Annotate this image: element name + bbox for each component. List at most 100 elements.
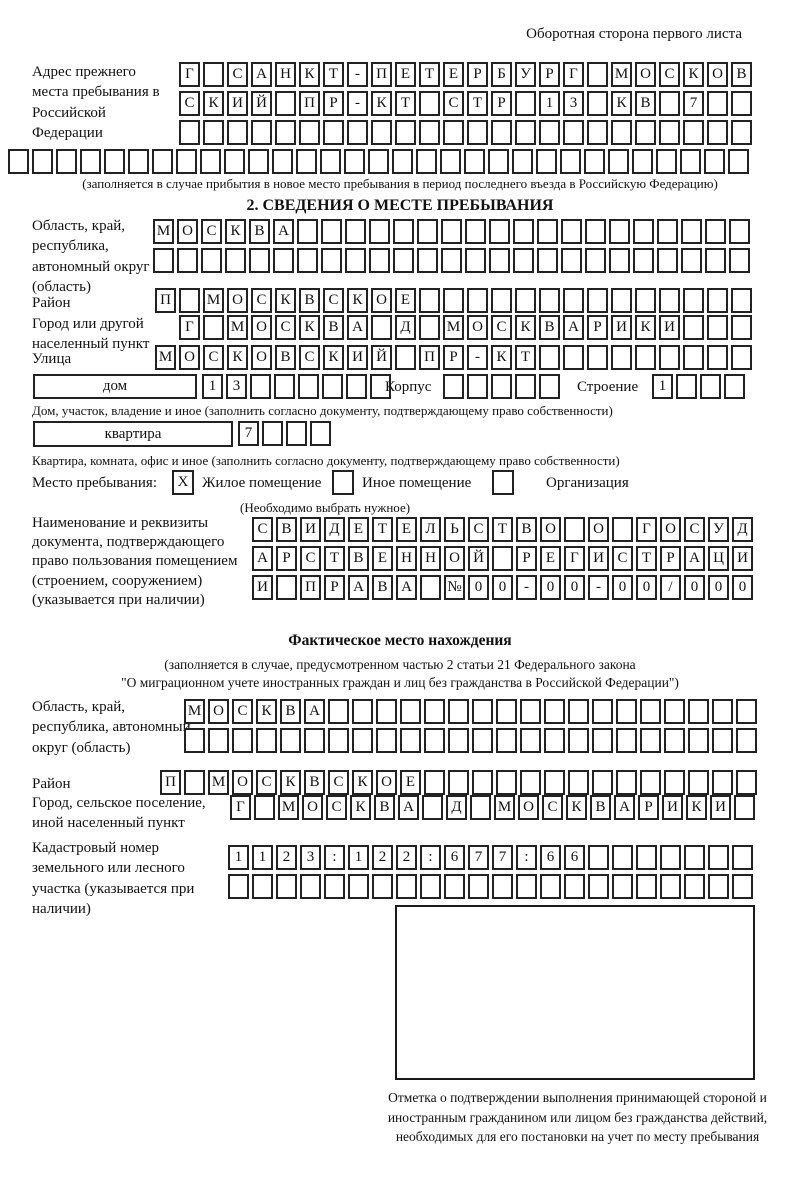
char-cell[interactable] bbox=[346, 374, 367, 399]
char-cell[interactable] bbox=[568, 770, 589, 795]
char-cell[interactable]: К bbox=[299, 62, 320, 87]
char-cell[interactable]: 0 bbox=[612, 575, 633, 600]
char-cell[interactable]: Д bbox=[395, 315, 416, 340]
char-cell[interactable]: Л bbox=[420, 517, 441, 542]
char-cell[interactable] bbox=[275, 120, 296, 145]
char-cell[interactable]: Н bbox=[420, 546, 441, 571]
char-cell[interactable] bbox=[104, 149, 125, 174]
char-cell[interactable] bbox=[424, 728, 445, 753]
char-cell[interactable] bbox=[472, 728, 493, 753]
char-cell[interactable] bbox=[520, 699, 541, 724]
char-cell[interactable] bbox=[392, 149, 413, 174]
char-cell[interactable] bbox=[344, 149, 365, 174]
char-cell[interactable]: 7 bbox=[468, 845, 489, 870]
char-cell[interactable] bbox=[592, 728, 613, 753]
char-cell[interactable] bbox=[179, 120, 200, 145]
char-cell[interactable] bbox=[320, 149, 341, 174]
char-cell[interactable] bbox=[492, 874, 513, 899]
char-cell[interactable]: О bbox=[518, 795, 539, 820]
char-cell[interactable] bbox=[227, 120, 248, 145]
char-cell[interactable] bbox=[443, 288, 464, 313]
char-cell[interactable]: В bbox=[731, 62, 752, 87]
char-cell[interactable] bbox=[729, 248, 750, 273]
char-cell[interactable] bbox=[635, 288, 656, 313]
char-cell[interactable]: Д bbox=[446, 795, 467, 820]
char-cell[interactable]: 3 bbox=[300, 845, 321, 870]
char-cell[interactable] bbox=[731, 345, 752, 370]
char-cell[interactable] bbox=[184, 728, 205, 753]
char-cell[interactable] bbox=[352, 699, 373, 724]
char-cell[interactable]: № bbox=[444, 575, 465, 600]
char-cell[interactable] bbox=[232, 728, 253, 753]
char-cell[interactable] bbox=[688, 728, 709, 753]
char-cell[interactable]: - bbox=[467, 345, 488, 370]
char-cell[interactable]: Г bbox=[230, 795, 251, 820]
char-cell[interactable] bbox=[443, 120, 464, 145]
char-cell[interactable]: : bbox=[420, 845, 441, 870]
char-cell[interactable] bbox=[372, 874, 393, 899]
char-cell[interactable]: Е bbox=[395, 62, 416, 87]
char-cell[interactable]: В bbox=[516, 517, 537, 542]
char-cell[interactable] bbox=[681, 248, 702, 273]
char-cell[interactable]: Г bbox=[179, 62, 200, 87]
char-cell[interactable]: В bbox=[323, 315, 344, 340]
char-cell[interactable] bbox=[275, 91, 296, 116]
char-cell[interactable] bbox=[368, 149, 389, 174]
char-cell[interactable]: У bbox=[515, 62, 536, 87]
char-cell[interactable]: Т bbox=[419, 62, 440, 87]
char-cell[interactable] bbox=[683, 345, 704, 370]
char-cell[interactable] bbox=[273, 248, 294, 273]
char-cell[interactable]: Г bbox=[563, 62, 584, 87]
char-cell[interactable]: Р bbox=[638, 795, 659, 820]
char-cell[interactable] bbox=[203, 62, 224, 87]
char-cell[interactable] bbox=[563, 288, 584, 313]
char-cell[interactable] bbox=[731, 120, 752, 145]
char-cell[interactable] bbox=[8, 149, 29, 174]
char-cell[interactable]: Г bbox=[636, 517, 657, 542]
char-cell[interactable]: Р bbox=[660, 546, 681, 571]
char-cell[interactable]: А bbox=[273, 219, 294, 244]
char-cell[interactable] bbox=[491, 374, 512, 399]
char-cell[interactable] bbox=[539, 288, 560, 313]
char-cell[interactable]: А bbox=[252, 546, 273, 571]
char-cell[interactable] bbox=[496, 770, 517, 795]
char-cell[interactable] bbox=[724, 374, 745, 399]
char-cell[interactable] bbox=[632, 149, 653, 174]
char-cell[interactable]: Й bbox=[468, 546, 489, 571]
char-cell[interactable] bbox=[736, 728, 757, 753]
char-cell[interactable] bbox=[32, 149, 53, 174]
char-cell[interactable]: 6 bbox=[540, 845, 561, 870]
char-cell[interactable]: 7 bbox=[238, 421, 259, 446]
char-cell[interactable] bbox=[705, 248, 726, 273]
char-cell[interactable] bbox=[203, 120, 224, 145]
char-cell[interactable]: Т bbox=[492, 517, 513, 542]
char-cell[interactable]: С bbox=[256, 770, 277, 795]
char-cell[interactable]: В bbox=[280, 699, 301, 724]
char-cell[interactable] bbox=[515, 120, 536, 145]
char-cell[interactable] bbox=[249, 248, 270, 273]
char-cell[interactable] bbox=[544, 770, 565, 795]
char-cell[interactable]: И bbox=[252, 575, 273, 600]
char-cell[interactable] bbox=[440, 149, 461, 174]
char-cell[interactable]: С bbox=[232, 699, 253, 724]
char-cell[interactable] bbox=[544, 699, 565, 724]
char-cell[interactable]: К bbox=[280, 770, 301, 795]
char-cell[interactable] bbox=[203, 315, 224, 340]
char-cell[interactable] bbox=[734, 795, 755, 820]
char-cell[interactable] bbox=[633, 248, 654, 273]
char-cell[interactable] bbox=[513, 219, 534, 244]
char-cell[interactable] bbox=[179, 288, 200, 313]
char-cell[interactable] bbox=[657, 219, 678, 244]
char-cell[interactable]: К bbox=[323, 345, 344, 370]
char-cell[interactable]: Д bbox=[732, 517, 753, 542]
char-cell[interactable] bbox=[664, 728, 685, 753]
char-cell[interactable] bbox=[539, 120, 560, 145]
char-cell[interactable] bbox=[276, 575, 297, 600]
char-cell[interactable]: М bbox=[184, 699, 205, 724]
char-cell[interactable]: К bbox=[347, 288, 368, 313]
char-cell[interactable] bbox=[707, 345, 728, 370]
char-cell[interactable] bbox=[568, 699, 589, 724]
char-cell[interactable]: И bbox=[710, 795, 731, 820]
char-cell[interactable] bbox=[515, 91, 536, 116]
char-cell[interactable]: В bbox=[275, 345, 296, 370]
